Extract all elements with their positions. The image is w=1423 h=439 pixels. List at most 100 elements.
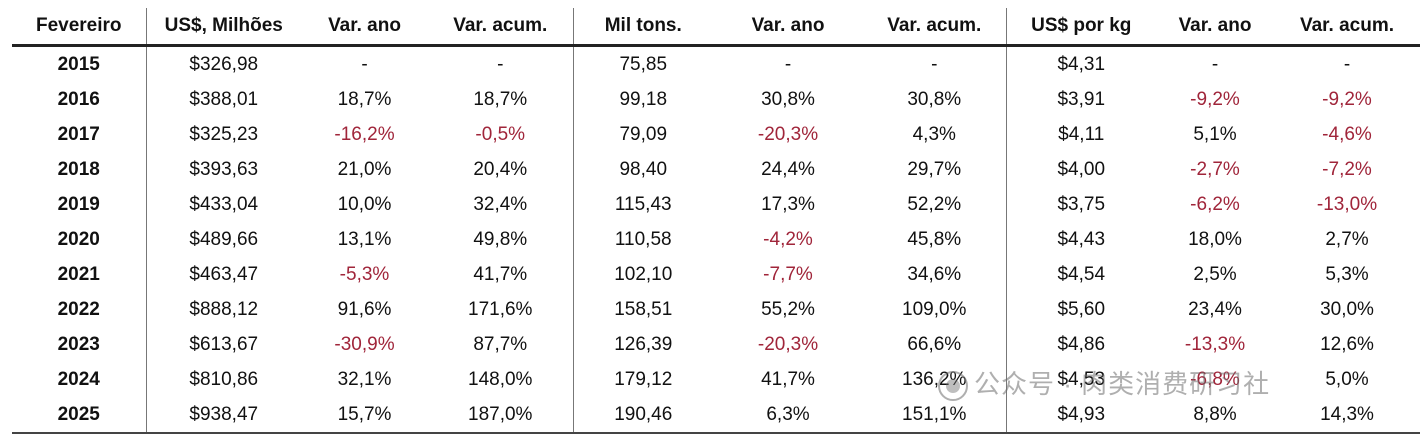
table-cell: 41,7%: [473, 263, 528, 285]
table-row: 2018 $393,63 21,0% 20,4% 98,40 24,4% 29,7% $4,0…: [12, 152, 1420, 187]
table-cell: 34,6%: [907, 263, 962, 285]
table-cell: 158,51: [572, 292, 713, 327]
header-month: Fevereiro: [12, 8, 146, 47]
table-cell: 23,4%: [1188, 298, 1242, 320]
table-cell: 179,12: [572, 362, 713, 397]
table-cell: 2,7%: [1325, 228, 1369, 250]
table-cell: $326,98: [145, 45, 301, 82]
table-cell: 45,8%: [907, 228, 962, 250]
row-year: 2021: [57, 263, 100, 285]
table-cell: 52,2%: [907, 193, 962, 215]
table-cell: 12,6%: [1320, 333, 1374, 355]
table-cell: $4,43: [1005, 222, 1156, 257]
table-cell: -9,2%: [1190, 88, 1240, 110]
table-cell: -6,8%: [1190, 368, 1240, 390]
table-cell: 171,6%: [468, 298, 533, 320]
table-cell: 5,0%: [1325, 368, 1369, 390]
table-cell: 2,5%: [1193, 263, 1237, 285]
table-cell: 13,1%: [337, 228, 392, 250]
table-cell: 87,7%: [473, 333, 528, 355]
table-cell: -5,3%: [339, 263, 390, 285]
table-cell: $433,04: [145, 187, 301, 222]
table-row: 2021 $463,47 -5,3% 41,7% 102,10 -7,7% 34,6% $4,…: [12, 257, 1420, 292]
row-year: 2018: [57, 158, 100, 180]
table-cell: $3,75: [1005, 187, 1156, 222]
table-cell: -30,9%: [334, 333, 395, 355]
table-cell: 24,4%: [761, 158, 815, 180]
table-cell: -9,2%: [1322, 88, 1372, 110]
table-cell: $393,63: [145, 152, 301, 187]
table-cell: $5,60: [1005, 292, 1156, 327]
table-cell: $325,23: [145, 117, 301, 152]
table-cell: 14,3%: [1274, 397, 1420, 434]
table-cell: -: [784, 53, 792, 75]
table-cell: -7,7%: [763, 263, 813, 285]
table-cell: $388,01: [145, 82, 301, 117]
table-cell: 98,40: [572, 152, 713, 187]
table-body: 2015 $326,98 - - 75,85 - - $4,31 - - 2016 $388,01 18…: [12, 45, 1420, 434]
table-row: 2020 $489,66 13,1% 49,8% 110,58 -4,2% 45,8% $4,…: [12, 222, 1420, 257]
table-cell: 66,6%: [907, 333, 962, 355]
table-cell: $489,66: [145, 222, 301, 257]
table-row: 2024 $810,86 32,1% 148,0% 179,12 41,7% 136,2% $…: [12, 362, 1420, 397]
header-mil-tons: Mil tons.: [572, 8, 713, 47]
watermark-text: 公众号 · 肉类消费研习社: [974, 369, 1271, 399]
table-cell: $4,93: [1005, 397, 1156, 434]
table-cell: $810,86: [145, 362, 301, 397]
table-cell: 30,0%: [1320, 298, 1374, 320]
table-cell: 18,7%: [473, 88, 528, 110]
table-cell: 5,1%: [1193, 123, 1237, 145]
table-cell: 187,0%: [428, 397, 573, 434]
table-cell: 190,46: [572, 397, 713, 434]
header-var-acum-usd: Var. acum.: [428, 8, 573, 47]
table-cell: $888,12: [145, 292, 301, 327]
table-cell: 6,3%: [713, 397, 863, 434]
table-cell: 126,39: [572, 327, 713, 362]
table-row: 2019 $433,04 10,0% 32,4% 115,43 17,3% 52,2% $3,…: [12, 187, 1420, 222]
table-cell: 99,18: [572, 82, 713, 117]
table-cell: -4,2%: [763, 228, 813, 250]
table-cell: 17,3%: [761, 193, 815, 215]
table-cell: $4,00: [1005, 152, 1156, 187]
table-row: 2023 $613,67 -30,9% 87,7% 126,39 -20,3% 66,6% $…: [12, 327, 1420, 362]
table-cell: $3,91: [1005, 82, 1156, 117]
table-row: 2017 $325,23 -16,2% -0,5% 79,09 -20,3% 4,3% $4,…: [12, 117, 1420, 152]
header-usd-millions: US$, Milhões: [145, 8, 301, 47]
table-cell: 29,7%: [907, 158, 962, 180]
table-cell: 109,0%: [902, 298, 967, 320]
table-cell: -13,3%: [1184, 333, 1246, 355]
header-usd-per-kg: US$ por kg: [1005, 8, 1156, 47]
table-cell: $938,47: [145, 397, 301, 434]
table-cell: 79,09: [572, 117, 713, 152]
header-var-acum-tons: Var. acum.: [863, 8, 1006, 47]
table-cell: 32,1%: [337, 368, 392, 390]
table-cell: -: [1211, 53, 1219, 75]
table-row: 2022 $888,12 91,6% 171,6% 158,51 55,2% 109,0% $…: [12, 292, 1420, 327]
table-cell: -: [497, 53, 504, 75]
header-row: Fevereiro US$, Milhões Var. ano Var. acum. M…: [12, 8, 1420, 47]
table-cell: 148,0%: [468, 368, 533, 390]
table-row: 2025 $938,47 15,7% 187,0% 190,46 6,3% 151,1% $4…: [12, 397, 1420, 434]
table-cell: 30,8%: [761, 88, 815, 110]
watermark: 公众号 · 肉类消费研习社: [938, 364, 1271, 402]
table-cell: 115,43: [572, 187, 713, 222]
table-cell: -7,2%: [1322, 158, 1372, 180]
table-cell: 4,3%: [912, 123, 956, 145]
table-cell: -20,3%: [757, 333, 819, 355]
row-year: 2025: [12, 397, 146, 434]
table-cell: $4,11: [1005, 117, 1156, 152]
row-year: 2017: [57, 123, 100, 145]
table-cell: -: [361, 53, 368, 75]
table-cell: 10,0%: [337, 193, 392, 215]
table-cell: -: [931, 53, 938, 75]
row-year: 2019: [57, 193, 100, 215]
wechat-icon: [938, 371, 968, 402]
table-cell: -20,3%: [757, 123, 819, 145]
table-cell: 30,8%: [907, 88, 962, 110]
table-cell: -0,5%: [475, 123, 526, 145]
table-cell: 91,6%: [337, 298, 392, 320]
table-row: 2015 $326,98 - - 75,85 - - $4,31 - -: [12, 45, 1420, 82]
table-cell: 110,58: [572, 222, 713, 257]
table-cell: 75,85: [572, 45, 713, 82]
header-var-ano-usd: Var. ano: [301, 8, 428, 47]
